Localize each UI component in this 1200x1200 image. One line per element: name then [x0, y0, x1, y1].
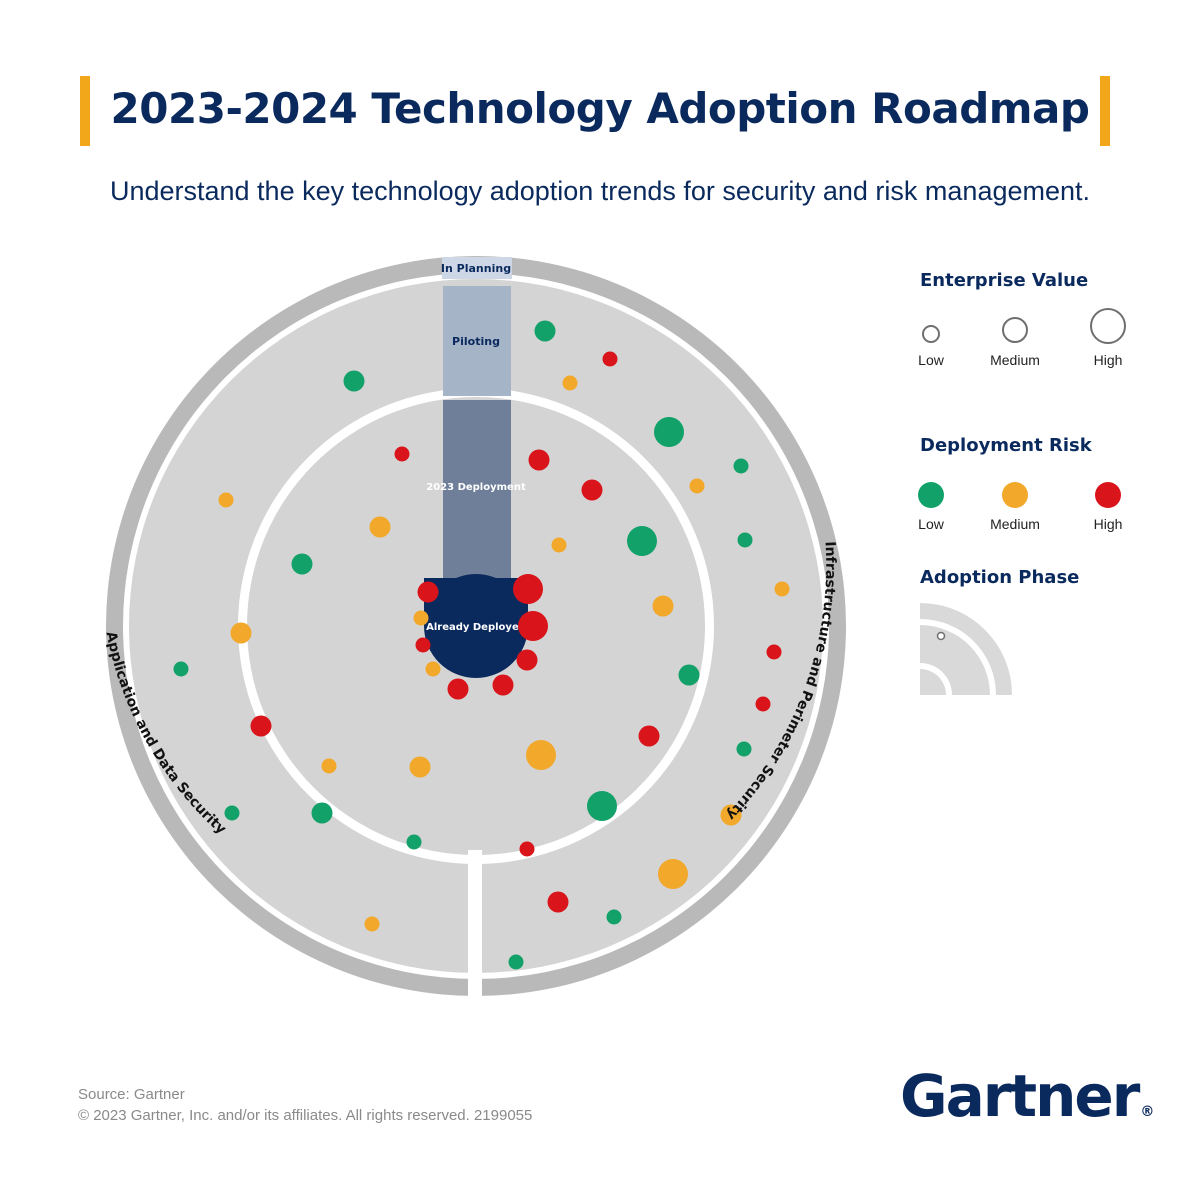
technology-marker — [581, 479, 603, 501]
technology-marker — [173, 661, 189, 677]
legend-deployment-risk-heading: Deployment Risk — [920, 435, 1092, 456]
technology-marker — [364, 916, 380, 932]
technology-marker — [737, 532, 753, 548]
technology-marker — [224, 805, 240, 821]
technology-marker — [547, 891, 569, 913]
logo-registered-mark: ® — [1140, 1104, 1155, 1120]
technology-marker — [447, 678, 469, 700]
technology-marker — [658, 859, 688, 889]
legend-risk-high-label: High — [1093, 516, 1123, 532]
technology-marker — [519, 841, 535, 857]
piloting-sector — [443, 286, 511, 396]
legend-risk-medium: Medium — [975, 482, 1055, 532]
legend-risk-low-label: Low — [918, 516, 944, 532]
technology-marker — [513, 574, 543, 604]
technology-marker — [606, 909, 622, 925]
value-medium-circle-icon — [1002, 317, 1028, 343]
legend-value-high-label: High — [1093, 352, 1123, 368]
technology-marker — [321, 758, 337, 774]
adoption-roadmap-diagram: In Planning Piloting 2023 Deployment Alr… — [102, 256, 846, 1010]
technology-marker — [250, 715, 272, 737]
value-high-circle-icon — [1090, 308, 1126, 344]
technology-marker — [638, 725, 660, 747]
phase-label-in-planning: In Planning — [441, 262, 511, 275]
page-subtitle: Understand the key technology adoption t… — [109, 176, 1091, 206]
logo-wordmark: Gartner — [900, 1062, 1140, 1130]
technology-marker — [733, 458, 749, 474]
page-title: 2023-2024 Technology Adoption Roadmap — [110, 84, 1090, 133]
technology-marker — [369, 516, 391, 538]
technology-marker — [652, 595, 674, 617]
technology-marker — [755, 696, 771, 712]
legend-adoption-phase-heading: Adoption Phase — [920, 567, 1080, 588]
deployment-sector — [443, 400, 511, 585]
technology-marker — [587, 791, 617, 821]
technology-marker — [406, 834, 422, 850]
value-low-circle-icon — [922, 325, 940, 343]
gartner-logo: Gartner ® — [900, 1062, 1154, 1130]
legend-risk-low: Low — [891, 482, 971, 532]
technology-marker — [562, 375, 578, 391]
technology-marker — [654, 417, 684, 447]
legend-enterprise-value-heading: Enterprise Value — [920, 270, 1089, 291]
technology-marker — [736, 741, 752, 757]
technology-marker — [516, 649, 538, 671]
technology-marker — [492, 674, 514, 696]
technology-marker — [689, 478, 705, 494]
technology-marker — [720, 804, 742, 826]
technology-markers — [173, 320, 790, 970]
legend-value-high: High — [1068, 308, 1148, 368]
technology-marker — [394, 446, 410, 462]
technology-marker — [417, 581, 439, 603]
technology-marker — [627, 526, 657, 556]
technology-marker — [218, 492, 234, 508]
technology-marker — [602, 351, 618, 367]
technology-marker — [528, 449, 550, 471]
legend-risk-medium-label: Medium — [990, 516, 1040, 532]
legend-value-low-label: Low — [918, 352, 944, 368]
phase-label-already-deployed: Already Deployed — [426, 622, 526, 633]
title-accent-bar-right — [1100, 76, 1110, 146]
technology-marker — [518, 611, 548, 641]
legend-value-medium-label: Medium — [990, 352, 1040, 368]
phase-label-piloting: Piloting — [452, 335, 500, 348]
risk-low-dot-icon — [918, 482, 944, 508]
technology-marker — [551, 537, 567, 553]
title-block: 2023-2024 Technology Adoption Roadmap — [0, 76, 1200, 148]
risk-high-dot-icon — [1095, 482, 1121, 508]
technology-marker — [415, 637, 431, 653]
legend-value-low: Low — [891, 325, 971, 368]
technology-marker — [678, 664, 700, 686]
technology-marker — [291, 553, 313, 575]
adoption-phase-icon — [920, 603, 1012, 695]
copyright-note: © 2023 Gartner, Inc. and/or its affiliat… — [78, 1107, 533, 1124]
legend-value-medium: Medium — [975, 317, 1055, 368]
technology-marker — [766, 644, 782, 660]
technology-marker — [311, 802, 333, 824]
technology-marker — [534, 320, 556, 342]
lower-divider — [468, 850, 482, 1010]
phase-label-2023-deployment: 2023 Deployment — [426, 482, 526, 493]
technology-marker — [409, 756, 431, 778]
title-accent-bar-left — [80, 76, 90, 146]
technology-marker — [526, 740, 556, 770]
technology-marker — [425, 661, 441, 677]
in-planning-label-bg — [442, 257, 512, 279]
already-deployed-core-top — [424, 578, 528, 626]
legend-risk-high: High — [1068, 482, 1148, 532]
technology-marker — [508, 954, 524, 970]
technology-marker — [230, 622, 252, 644]
technology-marker — [774, 581, 790, 597]
source-note: Source: Gartner — [78, 1086, 185, 1103]
risk-medium-dot-icon — [1002, 482, 1028, 508]
technology-marker — [413, 610, 429, 626]
technology-marker — [343, 370, 365, 392]
